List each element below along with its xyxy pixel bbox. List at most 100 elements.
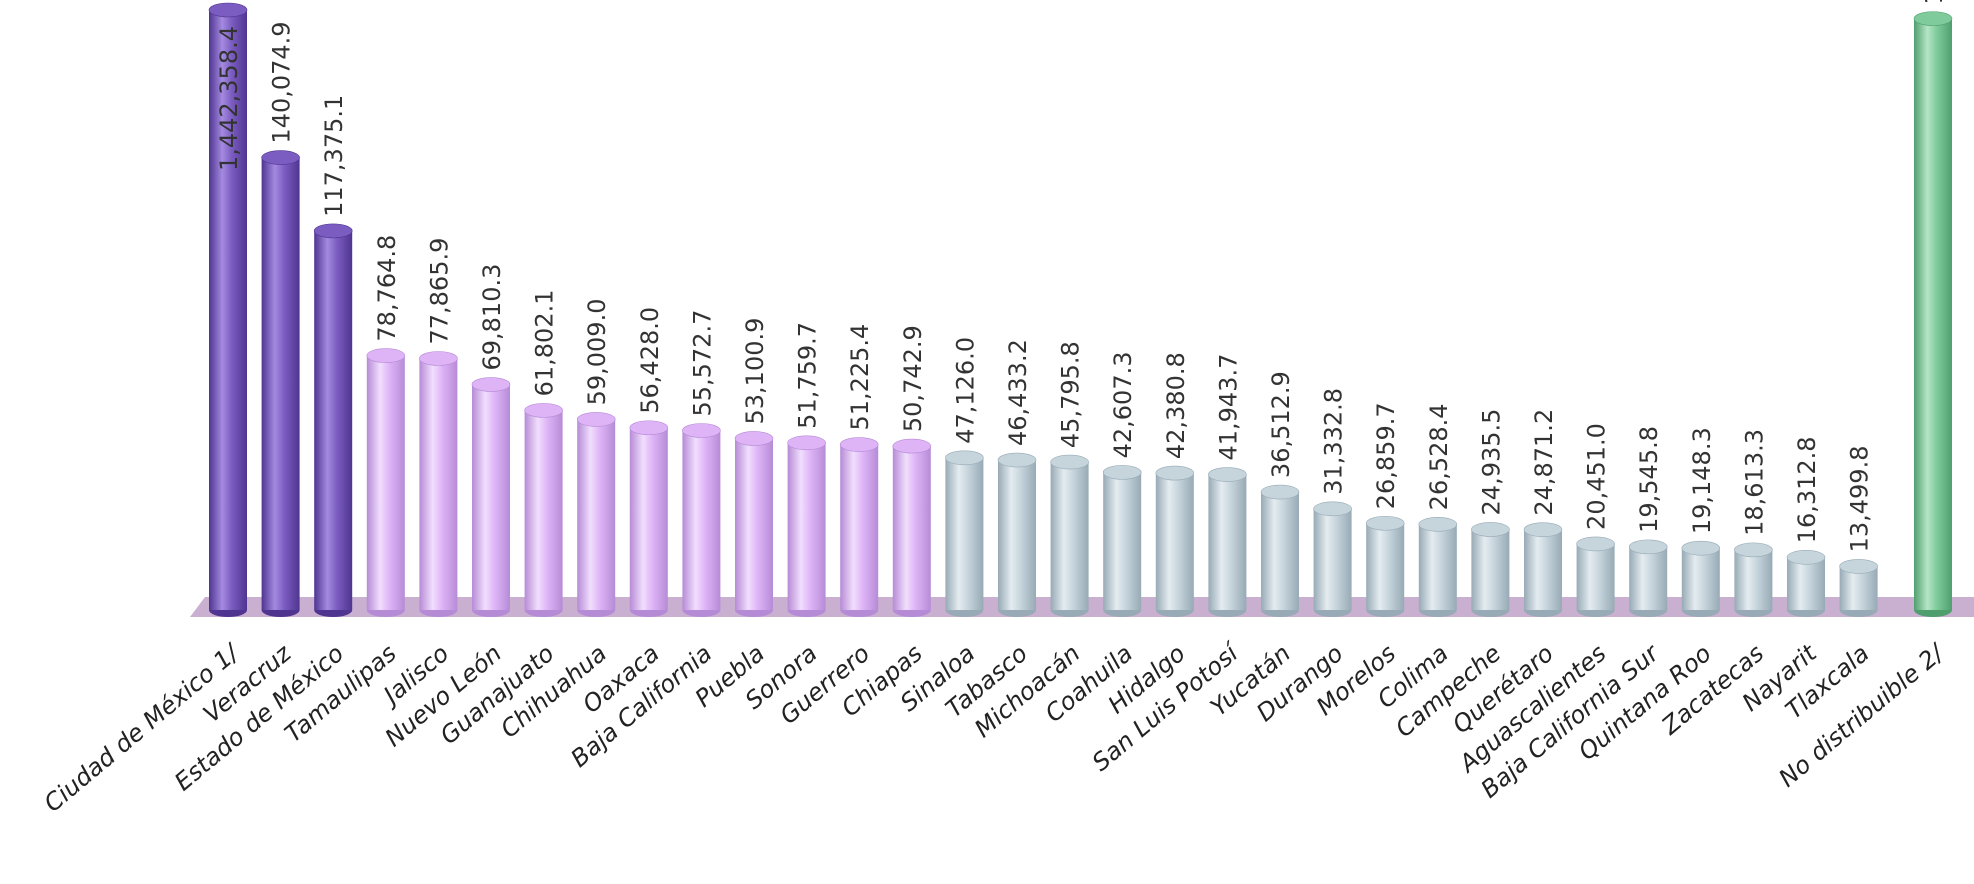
value-label-nuevo-leon: 69,810.3	[478, 264, 506, 371]
bar-body	[945, 457, 984, 610]
bar-cap	[313, 223, 353, 239]
value-label-estado-de-mexico: 117,375.1	[320, 95, 348, 217]
bar-body	[261, 157, 300, 610]
bar-body	[682, 430, 721, 610]
value-label-oaxaca: 56,428.0	[636, 307, 664, 414]
bar-colima	[1418, 517, 1458, 617]
bar-zacatecas	[1734, 542, 1773, 617]
value-label-tamaulipas: 78,764.8	[373, 235, 401, 342]
bar-cap	[366, 348, 406, 363]
bar-body	[735, 438, 773, 610]
bar-body	[1576, 543, 1615, 610]
bar-cap	[997, 452, 1037, 468]
bar-cap	[734, 431, 774, 446]
bar-body	[998, 460, 1036, 610]
bar-michoacan	[1050, 454, 1089, 617]
bar-cap	[1628, 539, 1668, 555]
bar-morelos	[1365, 515, 1405, 617]
bar-cap	[839, 437, 879, 452]
bar-body	[1418, 524, 1457, 610]
bar-cap	[945, 450, 984, 466]
bar-cap	[1786, 550, 1826, 565]
bar-cap	[261, 150, 300, 165]
bar-durango	[1313, 501, 1352, 617]
value-label-tlaxcala: 13,499.8	[1846, 446, 1874, 553]
bar-tabasco	[997, 452, 1037, 617]
bar-cap	[1365, 515, 1405, 531]
value-labels-layer: 1,442,358.4 140,074.9 117,375.1 78,764.8 77,…	[215, 0, 1948, 552]
value-label-colima: 26,528.4	[1425, 403, 1453, 510]
bar-nuevo-leon	[471, 377, 511, 617]
bar-cap	[1155, 465, 1195, 481]
bar-body	[1787, 557, 1825, 610]
bar-cap	[208, 2, 248, 18]
bar-queretaro	[1523, 522, 1563, 617]
value-label-puebla: 53,100.9	[741, 318, 769, 425]
bars-layer	[208, 2, 1953, 617]
value-label-nayarit: 16,312.8	[1793, 436, 1821, 543]
bar-body	[209, 10, 247, 610]
bar-baja-california	[682, 423, 721, 617]
bar-baja-california-sur	[1628, 539, 1668, 617]
bar-aguascalientes	[1576, 536, 1615, 617]
value-label-guanajuato: 61,802.1	[531, 290, 559, 397]
value-label-san-luis-potosi: 41,943.7	[1214, 354, 1242, 461]
bar-cap	[1313, 501, 1352, 517]
bar-body	[1681, 548, 1720, 610]
value-label-chihuahua: 59,009.0	[583, 299, 611, 406]
bar-body	[840, 444, 879, 610]
value-label-veracruz: 140,074.9	[268, 21, 296, 143]
bar-body	[524, 410, 563, 610]
bar-cap	[524, 403, 563, 418]
bar-veracruz	[261, 150, 300, 617]
bar-body	[366, 355, 405, 610]
bar-cap	[576, 412, 616, 427]
bar-cap	[1418, 517, 1458, 532]
bar-tlaxcala	[1839, 559, 1878, 617]
value-label-baja-california: 55,572.7	[688, 310, 716, 417]
value-label-guerrero: 51,225.4	[846, 324, 874, 431]
value-label-sonora: 51,759.7	[794, 322, 822, 429]
bar-body	[1471, 529, 1510, 610]
bar-body	[787, 442, 826, 610]
bar-san-luis-potosi	[1208, 467, 1247, 617]
bar-cap	[1576, 536, 1615, 552]
bar-nayarit	[1786, 550, 1826, 617]
bar-body	[1366, 523, 1405, 610]
bar-oaxaca	[629, 420, 669, 617]
bar-body	[1155, 473, 1194, 610]
value-label-morelos: 26,859.7	[1372, 402, 1400, 509]
bar-cap	[1523, 522, 1563, 537]
bar-hidalgo	[1155, 465, 1195, 617]
bar-cap	[629, 420, 669, 436]
bar-cap	[419, 351, 458, 366]
bar-quintana-roo	[1681, 540, 1721, 617]
value-label-yucatan: 36,512.9	[1267, 371, 1295, 478]
bar-yucatan	[1260, 484, 1300, 617]
bar-cap	[1681, 540, 1721, 556]
bar-cap	[787, 435, 826, 451]
bar-body	[419, 358, 458, 610]
bar-cap	[1471, 522, 1510, 537]
value-label-coahuila: 42,607.3	[1109, 352, 1137, 459]
value-label-michoacan: 45,795.8	[1057, 341, 1085, 448]
bar-sinaloa	[945, 450, 984, 617]
bar-body	[1914, 18, 1952, 610]
bar-ciudad-de-mexico-1	[208, 2, 248, 617]
bar-cap	[1208, 467, 1247, 482]
bar-cap	[1734, 542, 1773, 558]
value-label-jalisco: 77,865.9	[425, 238, 453, 345]
value-label-campeche: 24,935.5	[1477, 409, 1505, 516]
bar-cap	[1839, 559, 1878, 574]
value-label-aguascalientes: 20,451.0	[1583, 423, 1611, 530]
bar-coahuila	[1102, 465, 1142, 617]
bar-body	[1208, 474, 1247, 610]
value-label-sinaloa: 47,126.0	[951, 337, 979, 444]
bar-cap	[1913, 11, 1953, 26]
value-label-queretaro: 24,871.2	[1530, 409, 1558, 516]
bar-body	[472, 384, 510, 610]
bar-body	[577, 419, 616, 610]
bar-body	[314, 230, 353, 611]
value-label-hidalgo: 42,380.8	[1162, 352, 1190, 459]
